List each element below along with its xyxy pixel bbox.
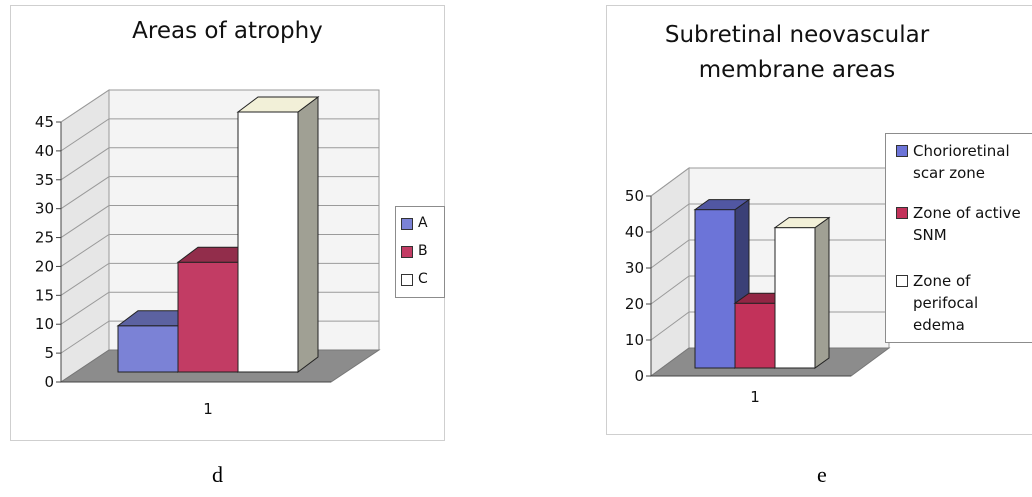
legend-label-edema: Zone of perifocal edema (913, 272, 979, 334)
chart-title-e: Subretinal neovascular membrane areas (664, 22, 930, 83)
e-ytick-label-5: 50 (625, 187, 644, 205)
legend-item-a: A (401, 215, 428, 231)
e-bar-side-2 (814, 216, 830, 369)
e-category-label: 1 (750, 388, 760, 406)
chart-svg-d: 0 5 10 15 20 25 30 35 40 45 1 (35, 89, 381, 418)
legend-label-scar: Chorioretinal scar zone (913, 142, 1010, 182)
legend-item-active: Zone of active SNM (896, 202, 1028, 246)
legend-label-a: A (418, 215, 428, 231)
legend-e: Chorioretinal scar zone Zone of active S… (885, 133, 1032, 343)
d-ytick-label-4: 20 (35, 257, 54, 275)
d-bar-1 (177, 261, 239, 373)
legend-item-scar: Chorioretinal scar zone (896, 140, 1028, 184)
caption-e: e (817, 462, 827, 487)
e-gridline-5 (650, 167, 889, 197)
d-ytick-label-8: 40 (35, 142, 54, 160)
d-ytick-label-2: 10 (35, 315, 54, 333)
caption-d: d (212, 462, 223, 487)
e-ytick-label-0: 0 (634, 367, 644, 385)
e-gridline-4 (650, 203, 889, 233)
legend-d: A B C (395, 206, 445, 298)
legend-swatch-b (401, 246, 413, 258)
d-category-label: 1 (203, 400, 213, 418)
d-side-wall (60, 89, 110, 383)
d-ytick-label-7: 35 (35, 171, 54, 189)
legend-swatch-active (896, 207, 908, 219)
e-ytick-label-4: 40 (625, 223, 644, 241)
e-bar-2 (774, 227, 816, 369)
d-gridline-9 (60, 89, 379, 123)
d-bar-0 (117, 325, 179, 373)
e-bar-top-2 (773, 217, 831, 229)
chart-panel-e: Subretinal neovascular membrane areas 0 1… (606, 5, 1032, 435)
e-ytick-label-3: 30 (625, 259, 644, 277)
d-bar-top-2 (236, 96, 320, 113)
legend-label-b: B (418, 243, 428, 259)
e-bar-top-0 (693, 199, 751, 211)
d-bar-side-2 (297, 96, 319, 373)
d-ytick-label-6: 30 (35, 200, 54, 218)
d-ytick-label-1: 5 (44, 344, 54, 362)
e-ytick-label-2: 20 (625, 295, 644, 313)
chart-title-d: Areas of atrophy (132, 18, 323, 44)
e-ytick-label-1: 10 (625, 331, 644, 349)
legend-label-active: Zone of active SNM (913, 204, 1021, 244)
legend-swatch-c (401, 274, 413, 286)
legend-item-c: C (401, 271, 428, 287)
legend-swatch-a (401, 218, 413, 230)
d-ytick-label-5: 25 (35, 229, 54, 247)
d-bar-2 (237, 111, 299, 373)
d-ytick-label-9: 45 (35, 113, 54, 131)
legend-swatch-edema (896, 275, 908, 287)
d-ytick-label-3: 15 (35, 286, 54, 304)
e-side-wall (650, 167, 690, 377)
legend-label-c: C (418, 271, 428, 287)
e-bar-1 (734, 302, 776, 369)
legend-swatch-scar (896, 145, 908, 157)
d-ytick-label-0: 0 (44, 373, 54, 391)
e-bar-0 (694, 209, 736, 369)
legend-item-edema: Zone of perifocal edema (896, 270, 1028, 336)
chart-svg-e: 0 10 20 30 40 50 1 (625, 167, 891, 406)
chart-panel-d: Areas of atrophy 0 5 10 15 20 25 30 35 40 45 1 A B… (10, 5, 445, 441)
legend-item-b: B (401, 243, 428, 259)
